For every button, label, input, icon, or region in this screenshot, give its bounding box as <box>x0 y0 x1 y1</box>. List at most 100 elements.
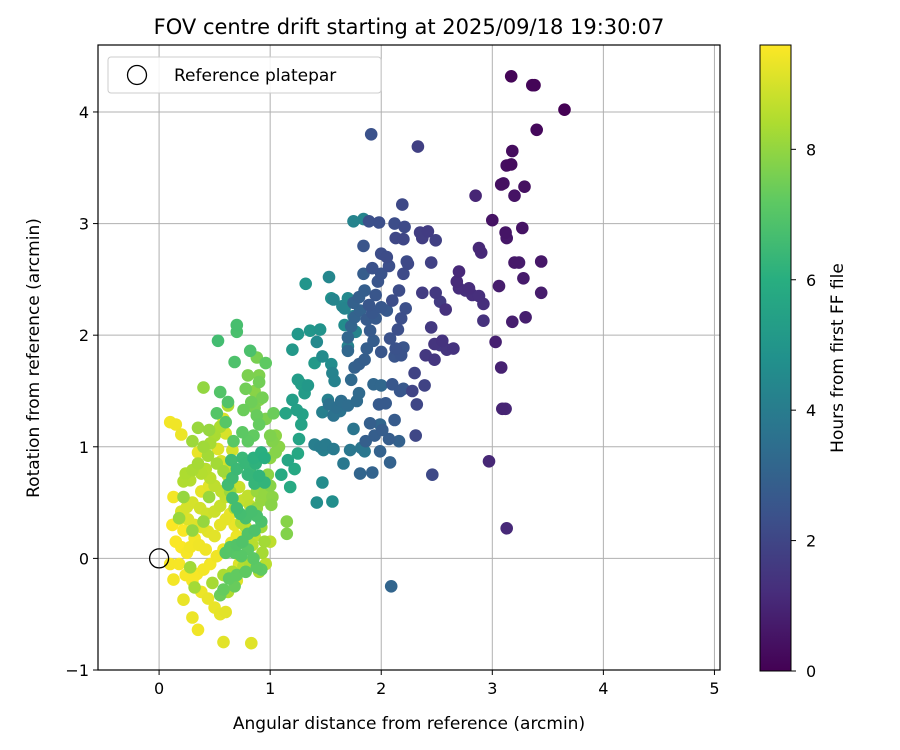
data-point <box>248 524 261 537</box>
data-point <box>347 215 360 228</box>
data-point <box>396 198 409 211</box>
data-point <box>534 286 548 300</box>
data-point <box>494 178 508 191</box>
colorbar-tick-label: 4 <box>806 401 816 420</box>
data-point <box>177 524 190 537</box>
data-point <box>492 279 506 293</box>
data-point <box>374 379 388 392</box>
data-point <box>472 289 486 303</box>
data-point <box>392 434 406 448</box>
data-point <box>177 593 190 606</box>
data-point <box>429 234 443 247</box>
y-tick-label: 0 <box>79 549 89 568</box>
data-point <box>322 270 336 284</box>
data-point <box>373 445 387 458</box>
data-point <box>418 379 431 392</box>
data-point <box>202 423 216 437</box>
data-point <box>516 221 529 235</box>
data-point <box>291 447 305 460</box>
data-point <box>362 298 376 312</box>
data-point <box>397 267 410 281</box>
data-point <box>421 225 435 238</box>
data-point <box>222 572 236 585</box>
data-point <box>452 265 466 278</box>
data-point <box>191 623 205 637</box>
data-point <box>394 312 408 325</box>
data-point <box>291 373 305 387</box>
data-point <box>447 342 460 355</box>
data-point <box>424 321 438 334</box>
data-point <box>217 635 230 649</box>
data-point <box>380 250 394 264</box>
data-point <box>504 70 518 83</box>
data-point <box>245 395 258 409</box>
data-point <box>217 583 230 596</box>
colorbar-tick-label: 0 <box>806 662 816 681</box>
y-tick-label: 3 <box>79 215 89 234</box>
data-point <box>281 453 295 467</box>
data-point <box>530 123 543 137</box>
data-point <box>401 257 415 271</box>
data-point <box>393 384 407 398</box>
data-point <box>228 355 241 369</box>
data-point <box>258 451 271 465</box>
chart-title: FOV centre drift starting at 2025/09/18 … <box>154 15 665 39</box>
data-point <box>237 403 250 417</box>
data-point <box>374 301 388 314</box>
data-point <box>206 576 219 590</box>
data-point <box>245 636 258 650</box>
data-point <box>506 144 519 158</box>
data-points <box>163 70 571 650</box>
data-point <box>328 374 341 388</box>
data-point <box>313 323 327 336</box>
data-point <box>186 434 199 448</box>
data-point <box>343 443 357 457</box>
data-point <box>310 335 324 349</box>
data-point <box>399 302 413 315</box>
data-point <box>191 457 205 470</box>
data-point <box>392 284 406 297</box>
data-point <box>496 402 509 416</box>
data-point <box>411 140 425 153</box>
data-point <box>424 256 438 269</box>
data-point <box>197 440 210 454</box>
data-point <box>210 407 224 420</box>
data-point <box>472 241 486 255</box>
data-point <box>428 353 441 367</box>
data-point <box>429 286 443 300</box>
data-point <box>352 386 366 400</box>
data-point <box>295 418 308 431</box>
data-point <box>436 334 449 348</box>
data-point <box>197 381 210 394</box>
data-point <box>426 468 439 482</box>
data-point <box>180 500 194 514</box>
data-point <box>290 403 304 417</box>
data-point <box>201 592 215 605</box>
data-point <box>208 529 221 543</box>
data-point <box>406 384 419 398</box>
y-tick-label: 2 <box>79 326 89 345</box>
data-point <box>326 495 339 508</box>
data-point <box>439 303 453 316</box>
data-point <box>358 353 371 367</box>
x-axis-ticks: 0 1 2 3 4 5 <box>154 670 720 698</box>
grid-lines <box>98 45 720 671</box>
data-point <box>517 272 530 285</box>
data-point <box>286 393 299 407</box>
data-point <box>364 128 378 141</box>
data-point <box>344 373 358 387</box>
data-point <box>363 324 377 338</box>
legend-marker <box>126 64 148 86</box>
data-point <box>236 535 249 548</box>
data-point <box>280 515 294 528</box>
data-point <box>197 563 210 576</box>
data-point <box>341 344 355 358</box>
data-point <box>252 418 266 431</box>
data-point <box>383 332 397 345</box>
data-point <box>258 535 271 548</box>
data-point <box>241 369 255 382</box>
data-point <box>337 457 350 470</box>
data-point <box>416 286 429 300</box>
data-point <box>310 496 324 509</box>
data-point <box>376 423 389 437</box>
